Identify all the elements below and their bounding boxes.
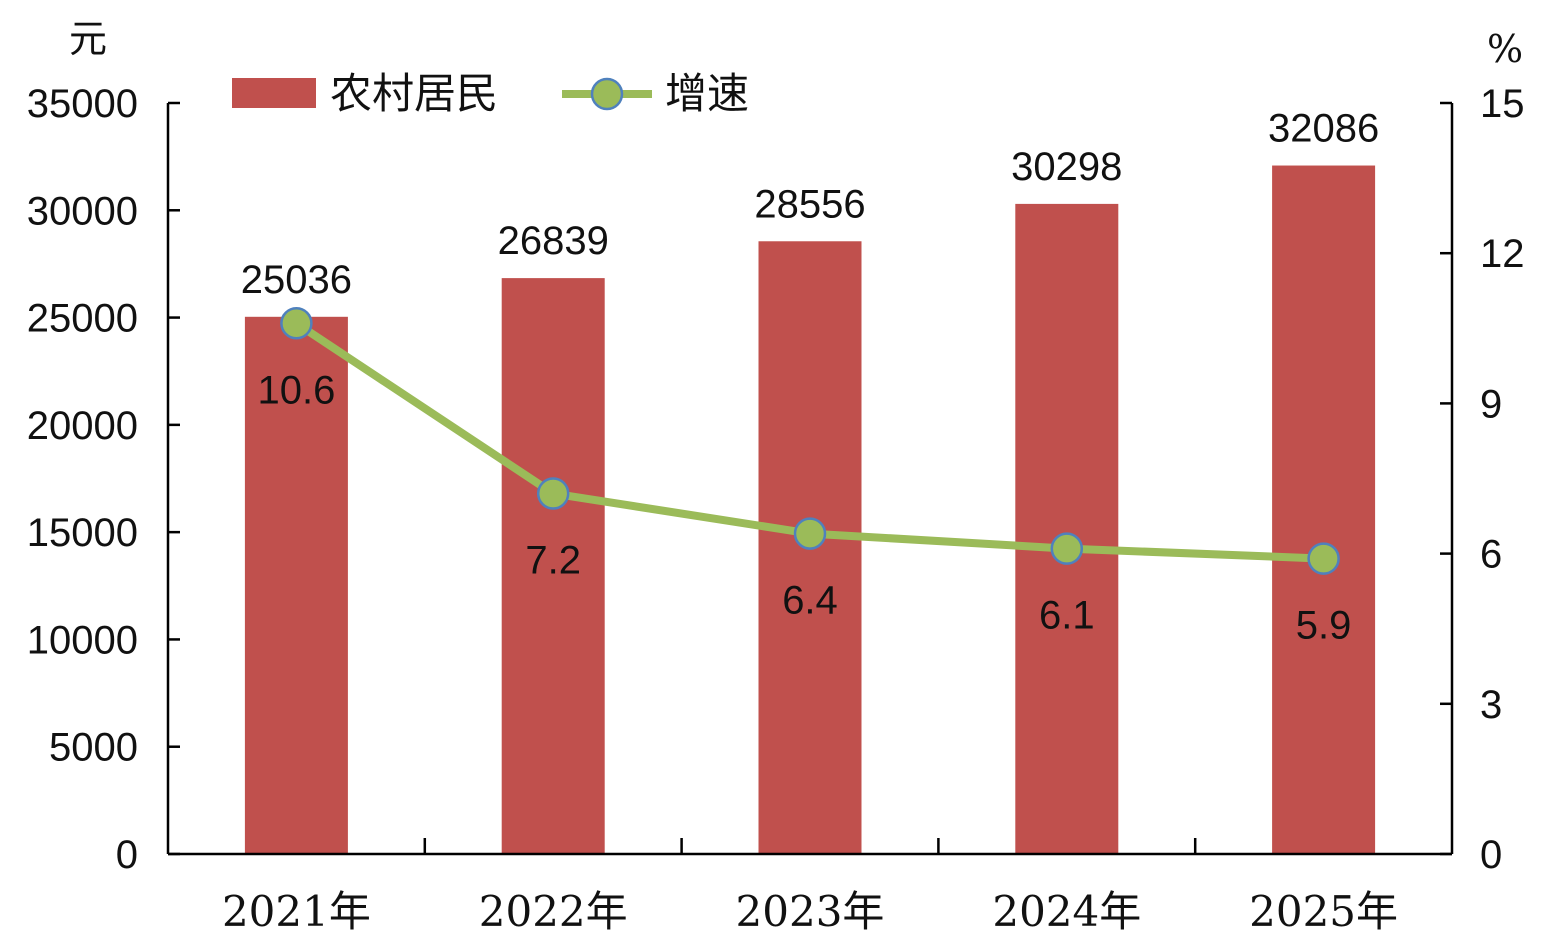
left-tick-label: 5000 <box>49 726 138 770</box>
growth-point-2024年 <box>1050 532 1084 565</box>
legend-line-marker <box>590 77 624 111</box>
bar-value-label: 30298 <box>1011 145 1122 189</box>
growth-point-2021年 <box>280 307 313 340</box>
left-tick-label: 10000 <box>27 618 138 662</box>
growth-value-label: 5.9 <box>1296 604 1352 648</box>
x-tick-label: 2022年 <box>479 887 628 936</box>
bar-value-label: 28556 <box>754 182 865 226</box>
left-tick-label: 20000 <box>27 404 138 448</box>
growth-point-2025年 <box>1307 542 1340 575</box>
x-tick-label: 2021年 <box>222 887 371 936</box>
labels-layer: 25036 26839 28556 30298 32086 10.6 7.2 6.4 6.1 5.… <box>241 107 1379 648</box>
left-tick-label: 25000 <box>27 297 138 341</box>
right-tick-label: 15 <box>1480 82 1525 126</box>
x-tick-label: 2025年 <box>1249 887 1398 936</box>
left-tick-label: 15000 <box>27 511 138 555</box>
left-axis-unit: 元 <box>69 17 107 61</box>
growth-value-label: 6.4 <box>782 579 838 623</box>
growth-value-label: 10.6 <box>257 368 335 412</box>
left-tick-label: 35000 <box>27 82 138 126</box>
right-tick-label: 0 <box>1480 833 1502 877</box>
right-tick-label: 12 <box>1480 232 1525 276</box>
legend-bar-label: 农村居民 <box>330 69 498 118</box>
bar-value-label: 32086 <box>1268 107 1379 151</box>
right-axis-unit: % <box>1487 27 1523 71</box>
line-layer <box>280 307 1340 575</box>
bar-2024年 <box>1015 203 1119 854</box>
right-tick-label: 9 <box>1480 382 1502 426</box>
x-tick-label: 2024年 <box>992 887 1141 936</box>
bar-value-label: 26839 <box>498 219 609 263</box>
x-tick-label: 2023年 <box>736 887 885 936</box>
growth-value-label: 7.2 <box>525 539 581 583</box>
bar-2022年 <box>501 278 605 854</box>
bar-value-label: 25036 <box>241 258 352 302</box>
legend: 农村居民 增速 <box>232 69 749 118</box>
growth-value-label: 6.1 <box>1039 594 1095 638</box>
left-tick-label: 0 <box>116 833 138 877</box>
growth-point-2022年 <box>536 477 570 510</box>
legend-bar-swatch <box>232 78 316 108</box>
bar-2021年 <box>244 316 348 855</box>
left-tick-label: 30000 <box>27 189 138 233</box>
right-tick-label: 6 <box>1480 533 1502 577</box>
bars-layer <box>244 165 1376 855</box>
legend-line-label: 增速 <box>665 69 749 118</box>
axes-layer: 0 5000 10000 15000 20000 25000 30000 35000 0 3 6 9 1… <box>27 82 1525 936</box>
growth-point-2023年 <box>793 517 827 550</box>
right-tick-label: 3 <box>1480 683 1502 727</box>
bar-2025年 <box>1272 165 1376 854</box>
